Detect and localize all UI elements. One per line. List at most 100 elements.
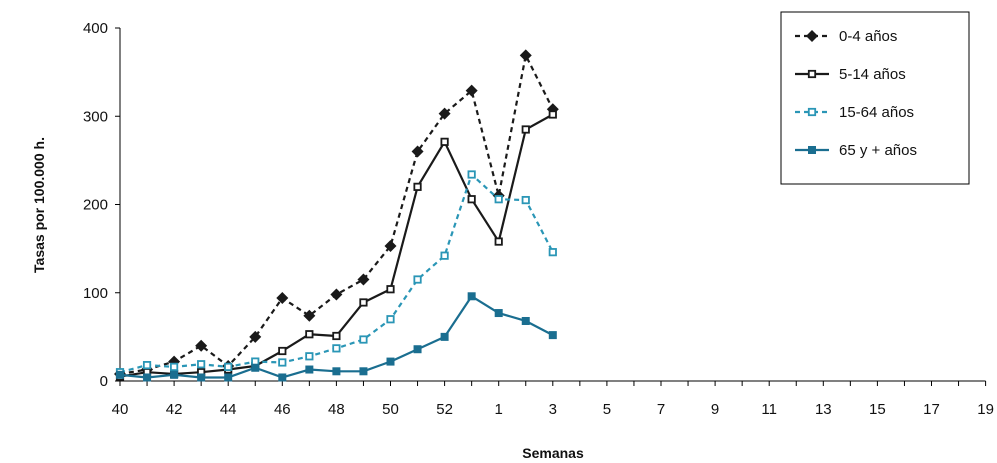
- data-point: [357, 273, 370, 286]
- x-tick-label: 40: [112, 401, 129, 418]
- data-point: [143, 373, 152, 382]
- legend-item: 5-14 años: [795, 66, 906, 83]
- x-tick-label: 15: [869, 401, 886, 418]
- legend-label: 0-4 años: [839, 28, 897, 45]
- data-point: [332, 331, 341, 341]
- data-point: [170, 370, 179, 379]
- y-tick-label: 400: [83, 20, 108, 37]
- data-point: [807, 69, 817, 79]
- x-tick-label: 46: [274, 401, 291, 418]
- data-point: [413, 345, 422, 354]
- x-tick-label: 44: [220, 401, 237, 418]
- data-point: [494, 309, 503, 318]
- data-point: [330, 288, 343, 301]
- series-0-4-a-os: [114, 49, 559, 380]
- x-tick-label: 7: [657, 401, 665, 418]
- legend-item: 15-64 años: [795, 104, 914, 121]
- data-point: [467, 195, 476, 204]
- x-tick-label: 11: [761, 401, 777, 418]
- data-point: [359, 335, 368, 344]
- legend: 0-4 años 5-14 años 15-64 años 65 y + años: [780, 11, 970, 185]
- data-point: [224, 362, 233, 371]
- data-point: [359, 298, 368, 307]
- y-tick-label: 0: [100, 373, 108, 390]
- series-5-14-a-os: [115, 110, 557, 381]
- x-tick-label: 3: [549, 401, 557, 418]
- x-tick-label: 50: [382, 401, 399, 418]
- data-point: [278, 358, 287, 367]
- data-point: [142, 361, 152, 370]
- data-point: [305, 365, 314, 374]
- data-point: [438, 107, 451, 120]
- y-tick-label: 300: [83, 108, 108, 125]
- y-tick-label: 200: [83, 197, 108, 214]
- legend-item: 0-4 años: [795, 28, 897, 45]
- data-point: [197, 373, 206, 382]
- data-point: [440, 332, 449, 341]
- data-point: [440, 251, 449, 260]
- data-point: [521, 195, 530, 205]
- data-point: [413, 275, 422, 284]
- data-point: [467, 292, 476, 301]
- data-point: [386, 315, 395, 324]
- x-tick-label: 17: [923, 401, 940, 418]
- x-tick-label: 52: [436, 401, 453, 418]
- data-point: [384, 239, 397, 252]
- x-tick-label: 1: [495, 401, 503, 418]
- x-tick-label: 48: [328, 401, 345, 418]
- data-point: [494, 195, 503, 204]
- x-tick-label: 5: [603, 401, 611, 418]
- data-point: [305, 330, 314, 339]
- data-point: [519, 49, 532, 62]
- data-point: [521, 316, 530, 325]
- x-tick-label: 13: [815, 401, 832, 418]
- x-axis-title: Semanas: [522, 445, 584, 461]
- data-point: [278, 373, 287, 382]
- data-point: [305, 352, 314, 361]
- data-point: [332, 367, 341, 376]
- data-point: [197, 360, 206, 369]
- legend-label: 15-64 años: [839, 104, 914, 121]
- data-point: [276, 292, 289, 305]
- data-point: [116, 370, 124, 379]
- series-line: [119, 173, 554, 374]
- data-point: [808, 146, 816, 154]
- data-point: [359, 367, 368, 376]
- data-point: [386, 357, 395, 366]
- data-point: [332, 344, 341, 353]
- data-point: [440, 137, 449, 146]
- data-point: [195, 339, 208, 352]
- series-65-y-a-os: [116, 292, 557, 382]
- data-point: [411, 145, 424, 158]
- data-point: [465, 84, 478, 97]
- data-point: [467, 170, 476, 179]
- data-point: [806, 30, 818, 42]
- y-tick-label: 100: [83, 285, 108, 302]
- y-axis-title: Tasas por 100.000 h.: [31, 137, 47, 273]
- data-point: [386, 285, 395, 294]
- data-point: [169, 362, 179, 371]
- series-group: [114, 49, 559, 382]
- x-tick-label: 42: [166, 401, 183, 418]
- data-point: [251, 363, 260, 372]
- x-tick-label: 19: [977, 401, 994, 418]
- data-point: [278, 346, 287, 356]
- series-15-64-a-os: [115, 170, 557, 377]
- data-point: [249, 330, 262, 343]
- x-tick-label: 9: [711, 401, 719, 418]
- data-point: [303, 309, 316, 322]
- data-point: [548, 331, 557, 340]
- data-point: [548, 110, 557, 119]
- data-point: [494, 237, 503, 246]
- legend-item: 65 y + años: [795, 142, 917, 159]
- data-point: [413, 182, 422, 191]
- data-point: [548, 248, 557, 257]
- series-line: [119, 54, 554, 376]
- legend-label: 5-14 años: [839, 66, 906, 83]
- data-point: [224, 373, 233, 382]
- data-point: [521, 125, 530, 134]
- legend-label: 65 y + años: [839, 142, 917, 159]
- data-point: [807, 107, 817, 117]
